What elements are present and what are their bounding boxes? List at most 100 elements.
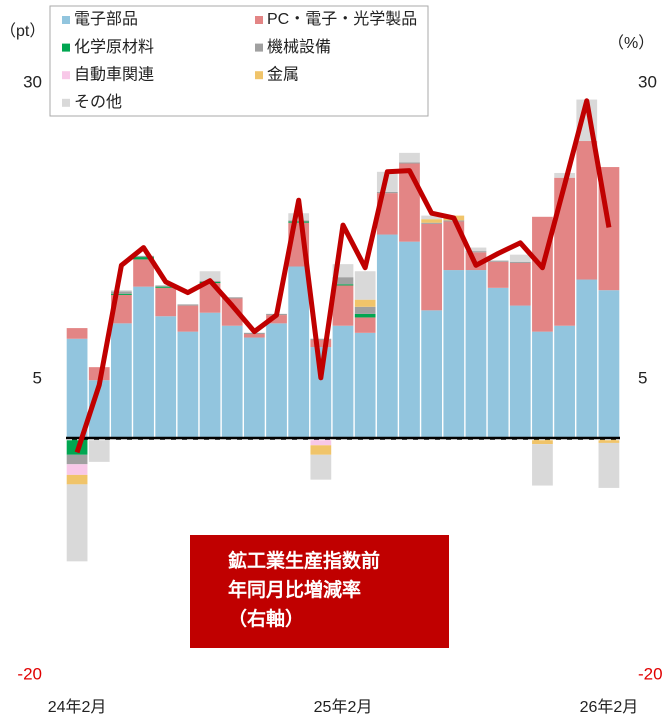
y2-tick-label: -20 <box>638 664 663 683</box>
annotation-text: 鉱工業生産指数前 <box>228 549 380 572</box>
line-series <box>74 98 612 454</box>
bar-segment <box>310 445 332 455</box>
bar-segment <box>332 277 354 285</box>
bar-segment <box>111 323 132 439</box>
bar-segment <box>310 438 332 446</box>
bar-segment <box>221 298 243 326</box>
legend-label: 化学原材料 <box>74 38 154 56</box>
bar-segment <box>133 259 154 287</box>
bar-segment <box>66 484 88 562</box>
y2-unit: （%） <box>608 34 654 52</box>
bar-segment <box>199 271 221 281</box>
bar-segment <box>598 290 620 439</box>
bar-segment <box>354 271 376 300</box>
bar-segment <box>399 241 420 439</box>
bar-segment <box>576 279 598 439</box>
bar-segment <box>554 177 575 326</box>
bar-segment <box>177 331 199 439</box>
bar-segment <box>66 454 88 465</box>
bar-segment <box>177 305 199 332</box>
bar-segment <box>177 304 199 306</box>
bar-segment <box>310 347 332 439</box>
legend-swatch <box>62 71 70 80</box>
bar-segment <box>133 286 154 439</box>
legend-label: PC・電子・光学製品 <box>267 10 417 28</box>
bar-segment <box>66 328 88 339</box>
bar-segment <box>199 312 221 439</box>
legend-swatch <box>62 16 70 24</box>
bar-segment <box>133 257 154 260</box>
bar-segment <box>509 262 531 306</box>
legend-label: その他 <box>74 93 122 111</box>
y-tick-label: 5 <box>33 368 42 387</box>
legend-swatch <box>255 16 263 24</box>
bar-segment <box>421 223 443 311</box>
bar-segment <box>376 234 398 439</box>
bar-segment <box>576 141 598 280</box>
bar-segment <box>465 270 487 439</box>
y-tick-label: -20 <box>17 664 42 683</box>
bar-segment <box>111 291 132 294</box>
x-tick-label: 24年2月 <box>48 698 107 716</box>
bar-segment <box>399 162 420 164</box>
bar-segment <box>354 299 376 307</box>
bar-segment <box>465 251 487 253</box>
y2-tick-label: 5 <box>638 368 647 387</box>
x-tick-label: 26年2月 <box>580 698 639 716</box>
bar-segment <box>288 266 310 439</box>
bar-segment <box>509 305 531 439</box>
legend-swatch <box>255 43 263 52</box>
bar-segment <box>532 438 553 445</box>
bar-segment <box>310 454 332 480</box>
bar-segment <box>266 315 287 324</box>
bar-segment <box>111 293 132 295</box>
bar-segment <box>310 339 332 348</box>
bar-segment <box>598 438 620 443</box>
bar-segment <box>354 317 376 333</box>
bar-segment <box>155 316 177 439</box>
bar-segment <box>155 285 177 287</box>
bar-segment <box>66 338 88 439</box>
legend-box <box>49 5 429 117</box>
bar-segment <box>332 325 354 439</box>
bar-segment <box>155 287 177 317</box>
x-tick-label: 25年2月 <box>314 698 373 716</box>
bar-segment <box>111 290 132 292</box>
legend-label: 機械設備 <box>267 38 331 56</box>
bar-segment <box>421 219 443 223</box>
legend-swatch <box>62 98 70 107</box>
legend-label: 金属 <box>267 65 299 83</box>
y2-tick-label: 30 <box>638 72 657 91</box>
bar-segment <box>266 323 287 439</box>
bar-segment <box>421 310 443 439</box>
legend-label: 自動車関連 <box>74 65 154 83</box>
bar-segment <box>376 191 398 194</box>
bar-segment <box>243 337 265 439</box>
bar-segment <box>487 261 509 288</box>
bar-segment <box>288 221 310 223</box>
bar-segment <box>421 215 443 220</box>
bar-segment <box>332 285 354 326</box>
bar-segment <box>399 152 420 163</box>
bar-segment <box>354 313 376 318</box>
bar-segment <box>465 247 487 252</box>
bar-segment <box>354 332 376 439</box>
y-unit: （pt） <box>0 22 45 40</box>
bar-segment <box>199 283 221 313</box>
bar-segment <box>155 286 177 288</box>
bar-segment <box>554 325 575 439</box>
bar-segment <box>88 439 110 462</box>
bar-segment <box>598 442 620 488</box>
bar-segment <box>332 284 354 286</box>
annotation-box <box>190 535 449 648</box>
bar-segment <box>243 334 265 338</box>
bar-segment <box>66 464 88 475</box>
legend-swatch <box>255 71 263 80</box>
annotation-text: （右軸） <box>228 607 304 630</box>
legend-label: 電子部品 <box>74 10 138 28</box>
y-tick-label: 30 <box>23 72 42 91</box>
bar-segment <box>66 474 88 485</box>
bar-segment <box>532 331 553 439</box>
